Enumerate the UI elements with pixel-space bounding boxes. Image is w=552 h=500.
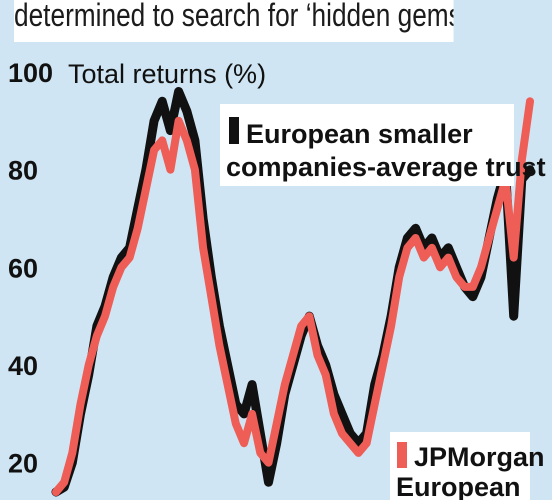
legend-red-box: [390, 432, 530, 500]
legend-red-text: JPMorgan European: [396, 442, 552, 500]
y-tick-label: 100: [8, 58, 53, 88]
series-line-jpmorgan-european: [52, 97, 534, 496]
legend-black-box: [220, 104, 514, 186]
y-tick-label: 60: [8, 253, 38, 283]
legend-black-swatch: [229, 117, 239, 144]
headline: determined to search for ‘hidden gems’: [14, 0, 454, 42]
series-lines: [51, 87, 535, 497]
y-tick-label: 40: [8, 351, 38, 381]
legend-black: European smaller companies-average trust: [220, 104, 546, 186]
y-tick-label: 80: [8, 156, 38, 186]
legend-black-text: European smaller companies-average trust: [226, 119, 546, 182]
y-tick-label: 20: [8, 449, 38, 479]
legend-red: JPMorgan European: [390, 432, 552, 500]
y-axis-label: Total returns (%): [68, 59, 266, 89]
y-axis: 20 40 60 80 100: [8, 58, 53, 479]
legend-red-swatch: [397, 442, 407, 468]
